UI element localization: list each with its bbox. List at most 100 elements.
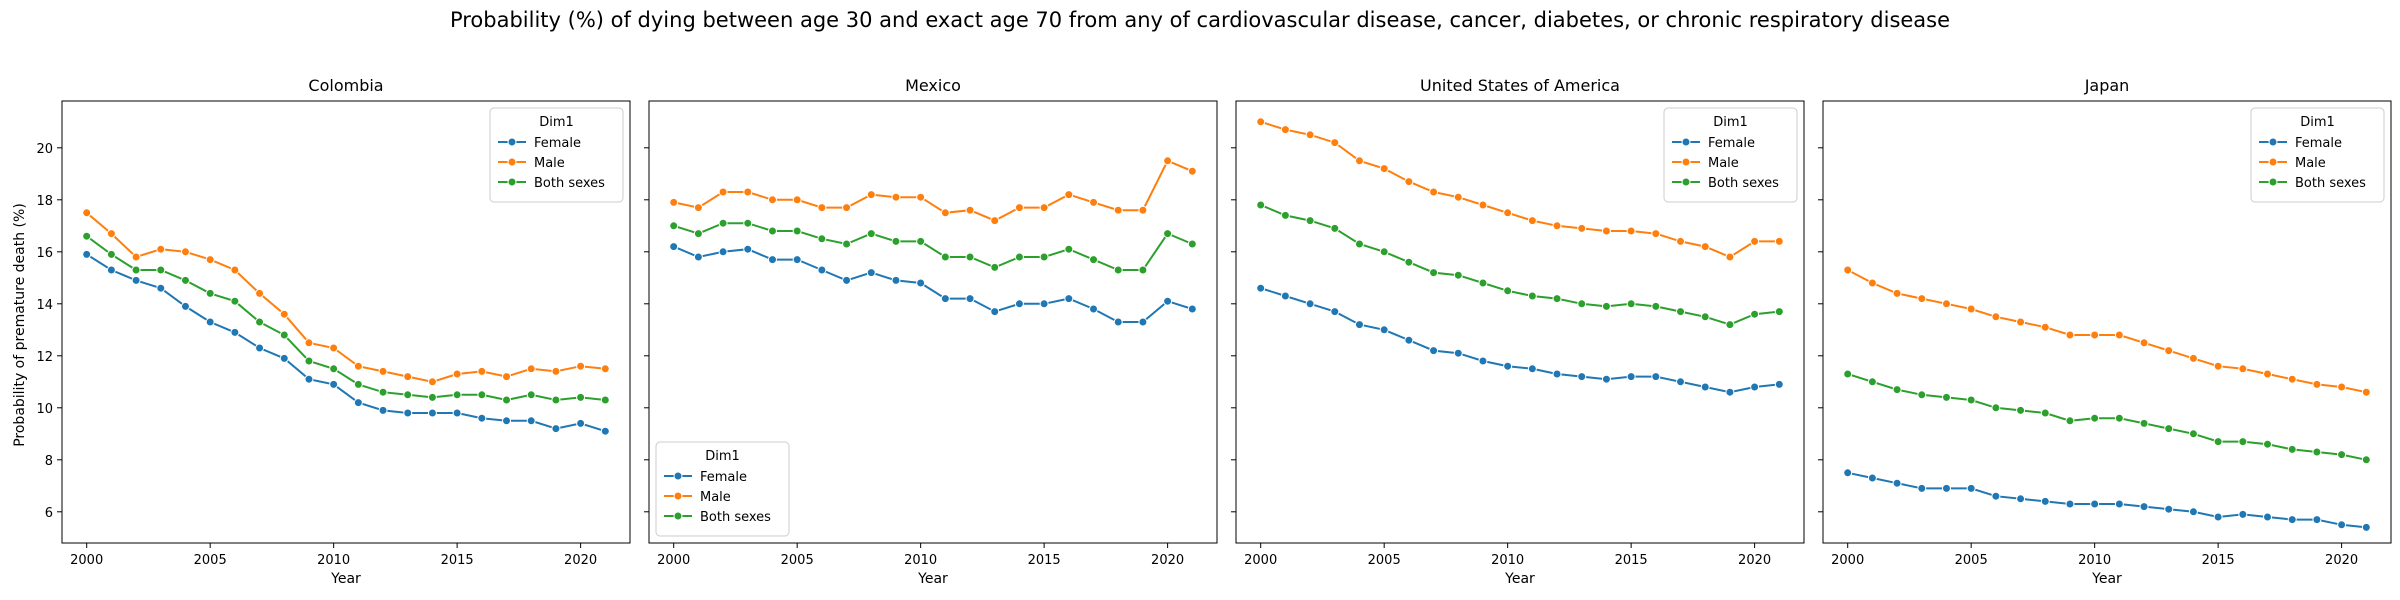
data-point	[106, 229, 116, 239]
y-tick-label: 10	[36, 402, 53, 417]
x-tick-label: 2005	[1368, 553, 1401, 568]
data-point	[2312, 379, 2322, 389]
data-point	[2337, 520, 2347, 530]
legend: Dim1 Female Male Both sexes	[2250, 107, 2385, 203]
data-point	[378, 405, 388, 415]
legend-swatch-marker	[507, 137, 517, 147]
x-tick-label: 2010	[904, 553, 937, 568]
data-point	[1725, 252, 1735, 262]
data-point	[1941, 483, 1951, 493]
legend-swatch-marker	[673, 511, 683, 521]
data-point	[1478, 200, 1488, 210]
data-point	[1700, 382, 1710, 392]
data-point	[1966, 483, 1976, 493]
data-point	[403, 390, 413, 400]
data-point	[2040, 322, 2050, 332]
data-point	[817, 203, 827, 213]
data-point	[1774, 236, 1784, 246]
data-point	[1892, 385, 1902, 395]
legend-label: Female	[534, 136, 581, 151]
data-point	[1651, 372, 1661, 382]
data-point	[1966, 304, 1976, 314]
data-point	[1941, 299, 1951, 309]
legend-swatch-marker	[2268, 137, 2278, 147]
data-point	[255, 288, 265, 298]
legend-swatch-marker	[1681, 157, 1691, 167]
data-point	[156, 283, 166, 293]
data-point	[2213, 361, 2223, 371]
data-point	[1256, 200, 1266, 210]
data-point	[693, 229, 703, 239]
axes-frame	[1822, 100, 2392, 544]
data-point	[1429, 346, 1439, 356]
data-point	[2213, 437, 2223, 447]
data-point	[1843, 265, 1853, 275]
legend-box	[489, 107, 624, 203]
data-point	[477, 413, 487, 423]
x-tick-label: 2010	[317, 553, 350, 568]
data-point	[1676, 236, 1686, 246]
data-point	[2114, 413, 2124, 423]
data-point	[353, 379, 363, 389]
x-tick-label: 2000	[70, 553, 103, 568]
data-point	[427, 408, 437, 418]
data-point	[990, 216, 1000, 226]
data-point	[2361, 455, 2371, 465]
data-point	[1039, 252, 1049, 262]
data-point	[1330, 307, 1340, 317]
data-point	[1014, 299, 1024, 309]
data-point	[1305, 130, 1315, 140]
data-point	[279, 309, 289, 319]
subplot-1: Mexico 2000 2005 2010 2015 2020 Year Dim1 Female…	[644, 76, 1218, 587]
data-point	[669, 221, 679, 231]
data-point	[1626, 226, 1636, 236]
x-tick-label: 2015	[2202, 553, 2235, 568]
data-point	[767, 255, 777, 265]
data-point	[2287, 374, 2297, 384]
data-point	[1527, 364, 1537, 374]
data-point	[2114, 330, 2124, 340]
data-point	[576, 418, 586, 428]
data-point	[2040, 408, 2050, 418]
data-point	[2263, 439, 2273, 449]
data-point	[1725, 320, 1735, 330]
data-point	[1305, 299, 1315, 309]
data-point	[2238, 509, 2248, 519]
data-point	[205, 255, 215, 265]
data-point	[1039, 203, 1049, 213]
data-point	[1138, 205, 1148, 215]
data-point	[866, 190, 876, 200]
data-point	[1941, 392, 1951, 402]
x-tick-label: 2015	[441, 553, 474, 568]
data-point	[156, 265, 166, 275]
data-point	[2065, 499, 2075, 509]
data-point	[230, 327, 240, 337]
data-point	[2164, 424, 2174, 434]
legend-box	[2250, 107, 2385, 203]
data-point	[1552, 369, 1562, 379]
data-point	[669, 242, 679, 252]
subplot-2: United States of America 2000 2005 2010 2015…	[1231, 76, 1805, 587]
data-point	[1453, 270, 1463, 280]
data-point	[2337, 450, 2347, 460]
data-point	[1280, 125, 1290, 135]
data-point	[2263, 512, 2273, 522]
data-point	[403, 372, 413, 382]
data-point	[1577, 299, 1587, 309]
data-point	[990, 262, 1000, 272]
subplot-3: Japan 2000 2005 2010 2015 2020 Year Dim1 Female M…	[1818, 76, 2392, 587]
data-point	[2016, 494, 2026, 504]
data-point	[1676, 377, 1686, 387]
data-point	[2287, 515, 2297, 525]
data-point	[1601, 226, 1611, 236]
data-point	[329, 364, 339, 374]
data-point	[2164, 504, 2174, 514]
data-point	[600, 395, 610, 405]
x-tick-label: 2000	[1244, 553, 1277, 568]
axes-frame	[61, 100, 631, 544]
legend-swatch-marker	[673, 491, 683, 501]
series-line-female	[1260, 287, 1780, 394]
data-point	[767, 226, 777, 236]
data-point	[1503, 208, 1513, 218]
data-point	[1700, 312, 1710, 322]
